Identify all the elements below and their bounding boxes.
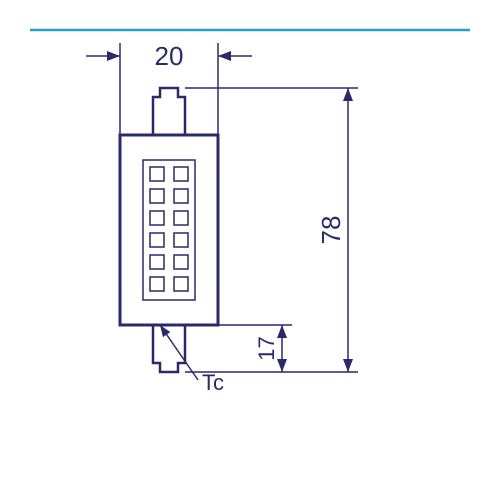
dim-width-label: 20 xyxy=(155,41,184,71)
led-cell xyxy=(150,189,164,203)
led-cell xyxy=(150,255,164,269)
led-cell xyxy=(174,189,188,203)
led-cell xyxy=(150,211,164,225)
dim-height-label: 78 xyxy=(316,216,346,245)
component-body xyxy=(120,135,218,325)
led-cell xyxy=(174,233,188,247)
dim-cap-label: 17 xyxy=(254,336,279,360)
tc-label: Tc xyxy=(202,370,224,395)
led-cell xyxy=(174,255,188,269)
led-cell xyxy=(174,167,188,181)
led-cell xyxy=(174,211,188,225)
led-cell xyxy=(150,167,164,181)
led-cell xyxy=(150,277,164,291)
led-cell xyxy=(150,233,164,247)
top-cap xyxy=(153,88,185,135)
led-cell xyxy=(174,277,188,291)
